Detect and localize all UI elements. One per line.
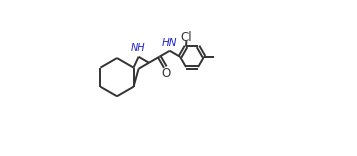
Text: Cl: Cl: [181, 31, 192, 44]
Text: O: O: [161, 67, 170, 80]
Text: NH: NH: [130, 43, 145, 53]
Text: HN: HN: [162, 38, 177, 48]
